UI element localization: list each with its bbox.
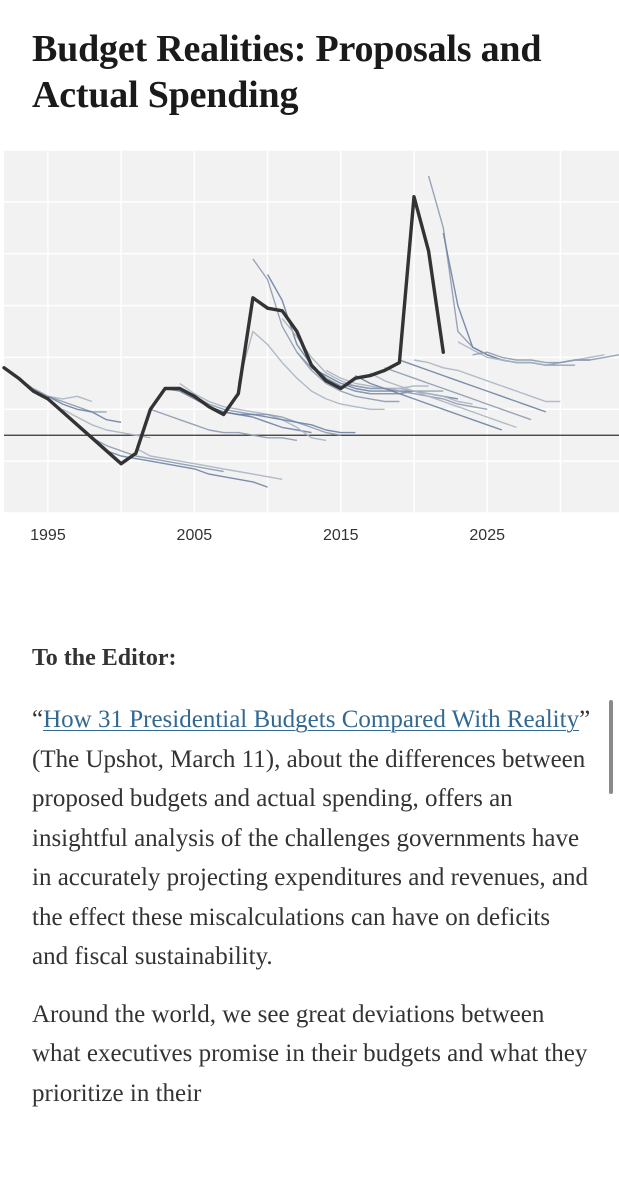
proposal-series-line	[106, 450, 268, 488]
letter-paragraph-1: “How 31 Presidential Budgets Compared Wi…	[32, 700, 592, 977]
article-headline: Budget Realities: Proposals and Actual S…	[32, 28, 542, 116]
x-tick-label: 1995	[30, 527, 66, 544]
proposal-series-line	[91, 437, 224, 473]
x-tick-label: 2005	[177, 527, 213, 544]
proposal-series-line	[399, 359, 547, 413]
letter-paragraph-2: Around the world, we see great deviation…	[32, 1000, 588, 1107]
proposal-series-line	[208, 406, 356, 434]
plot-background	[4, 150, 619, 513]
open-quote: “	[32, 706, 44, 733]
actual-series-line	[2, 195, 445, 466]
x-tick-label: 2025	[469, 527, 505, 544]
budget-chart-svg: 1995 2005 2015 2025	[2, 150, 619, 544]
budget-chart: 1995 2005 2015 2025	[0, 150, 619, 560]
proposal-series-line	[237, 330, 385, 410]
scrollbar-thumb[interactable]	[609, 700, 613, 794]
x-tick-label: 2015	[323, 527, 359, 544]
proposal-series-line	[179, 382, 327, 442]
proposal-series-line	[340, 382, 488, 410]
proposal-series-line	[62, 408, 151, 439]
proposal-series-line	[457, 341, 605, 366]
proposal-series-line	[413, 359, 561, 403]
letter-body: “How 31 Presidential Budgets Compared Wi…	[32, 700, 592, 1131]
proposal-series-line	[194, 395, 341, 436]
paragraph-1-text: ” (The Upshot, March 11), about the diff…	[32, 706, 591, 970]
proposal-series-line	[472, 351, 619, 364]
proposal-series-line	[32, 387, 107, 413]
proposal-series-line	[47, 395, 122, 423]
upshot-article-link[interactable]: How 31 Presidential Budgets Compared Wit…	[43, 706, 580, 733]
proposal-series-line	[135, 447, 283, 480]
proposal-series-line	[150, 408, 298, 442]
proposal-series-line	[355, 374, 503, 431]
proposal-series-line	[384, 367, 532, 421]
proposal-series-line	[369, 372, 517, 429]
letter-salutation: To the Editor:	[32, 645, 177, 671]
